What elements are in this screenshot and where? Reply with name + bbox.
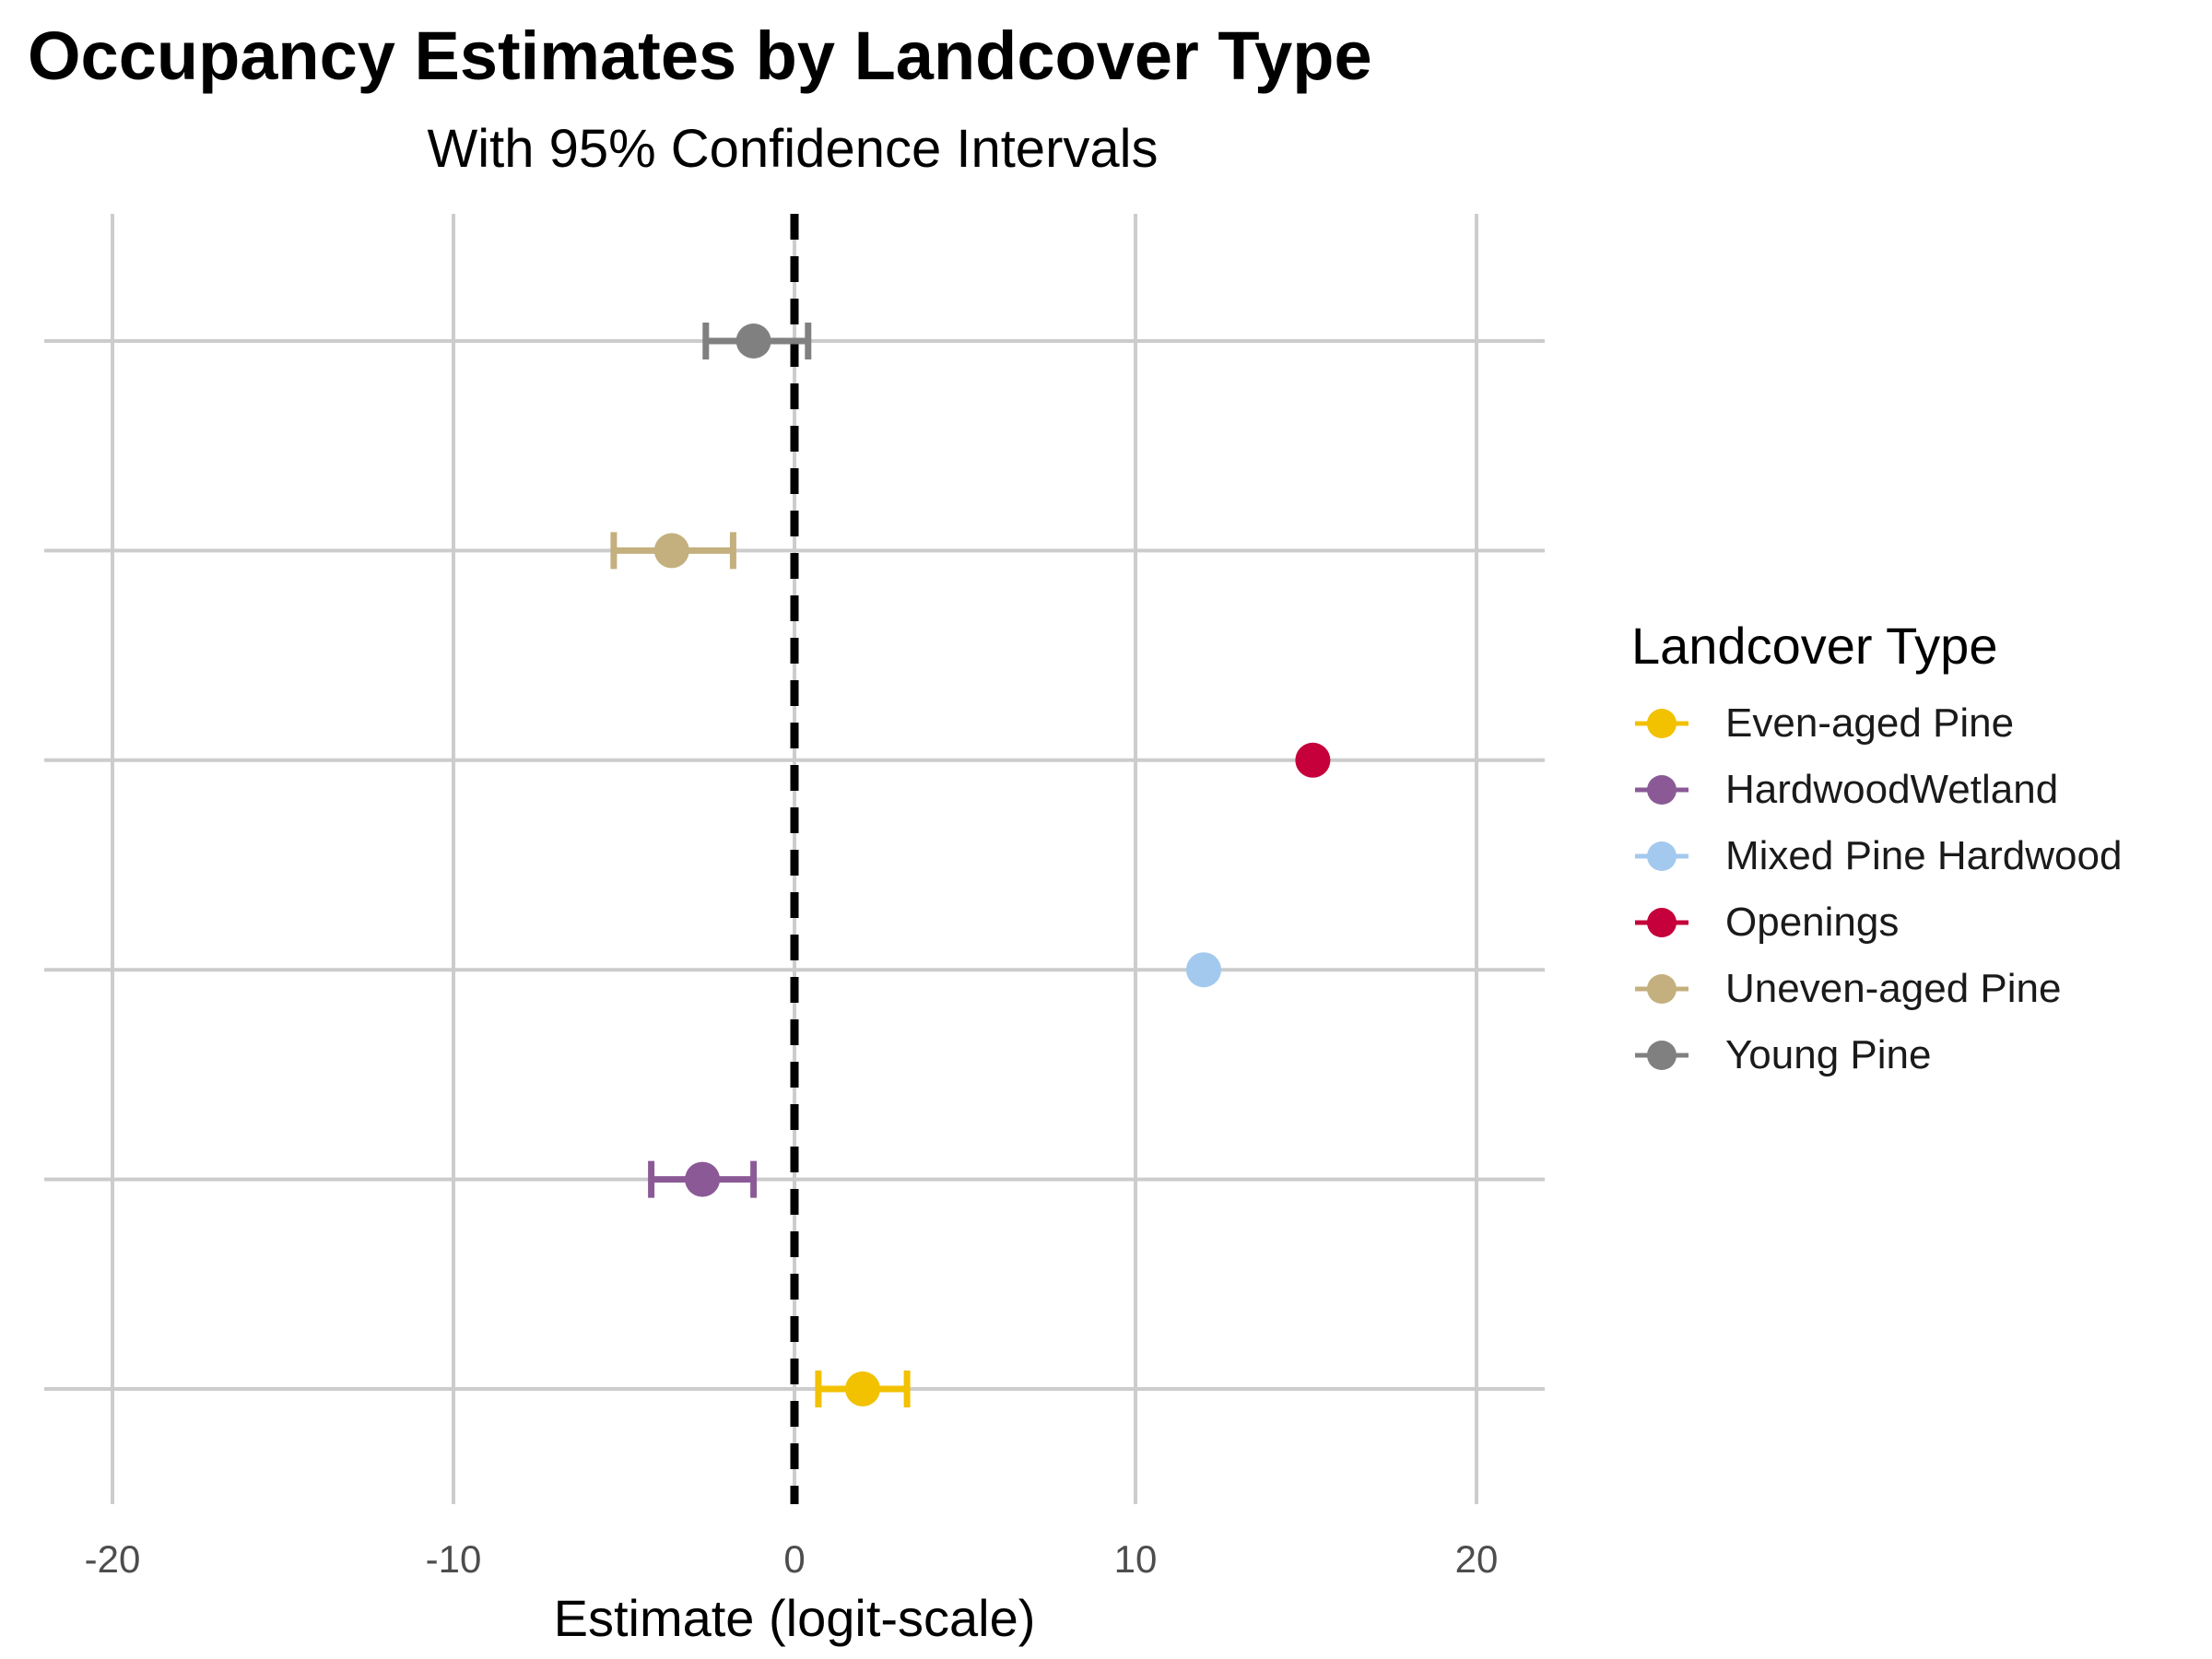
series-hardwoodwetland: [648, 1160, 758, 1198]
legend-label: HardwoodWetland: [1725, 767, 2059, 812]
legend-items: Even-aged Pine HardwoodWetland Mixed Pine …: [1631, 690, 2122, 1088]
series-even-aged-pine: [815, 1371, 911, 1407]
x-tick-label: -20: [85, 1537, 141, 1581]
legend-item: Young Pine: [1631, 1022, 2122, 1088]
estimate-point: [653, 533, 689, 569]
legend-key-icon: [1635, 1041, 1688, 1070]
marks-layer: [610, 323, 1331, 1407]
legend-label: Openings: [1725, 900, 1900, 945]
legend-item: Openings: [1631, 889, 2122, 956]
legend-label: Mixed Pine Hardwood: [1725, 833, 2123, 878]
legend-item: HardwoodWetland: [1631, 757, 2122, 823]
estimate-point: [1186, 952, 1221, 988]
series-openings: [1295, 742, 1331, 778]
legend-title: Landcover Type: [1631, 617, 1998, 675]
x-tick-label: -10: [426, 1537, 482, 1581]
x-tick-labels: -20 -10 0 10 20: [85, 1537, 1499, 1581]
estimate-point: [685, 1161, 721, 1197]
estimate-point: [735, 324, 771, 359]
estimate-point: [1295, 742, 1331, 778]
legend-label: Uneven-aged Pine: [1725, 966, 2062, 1011]
legend-label: Even-aged Pine: [1725, 700, 2015, 746]
legend: Landcover Type Even-aged Pine HardwoodWet…: [1631, 616, 2122, 1088]
legend-item: Mixed Pine Hardwood: [1631, 823, 2122, 889]
legend-label: Young Pine: [1725, 1032, 1932, 1077]
legend-item: Even-aged Pine: [1631, 690, 2122, 757]
series-young-pine: [702, 323, 812, 359]
legend-key-icon: [1635, 841, 1688, 871]
legend-key-icon: [1635, 775, 1688, 805]
legend-item: Uneven-aged Pine: [1631, 956, 2122, 1022]
estimate-point: [845, 1371, 880, 1406]
x-axis-title: Estimate (logit-scale): [554, 1589, 1036, 1647]
legend-key-icon: [1635, 709, 1688, 738]
forest-plot: -20 -10 0 10 20 Estimate (logit-scale): [44, 214, 1545, 1647]
x-tick-label: 10: [1114, 1537, 1158, 1581]
legend-key-icon: [1635, 908, 1688, 937]
legend-key-icon: [1635, 974, 1688, 1004]
chart-subtitle: With 95% Confidence Intervals: [427, 119, 1159, 179]
x-tick-label: 0: [783, 1537, 805, 1581]
x-tick-label: 20: [1455, 1537, 1499, 1581]
series-uneven-aged-pine: [610, 532, 736, 570]
series-mixed-pine-hardwood: [1186, 952, 1221, 988]
chart-title: Occupancy Estimates by Landcover Type: [28, 18, 1372, 94]
